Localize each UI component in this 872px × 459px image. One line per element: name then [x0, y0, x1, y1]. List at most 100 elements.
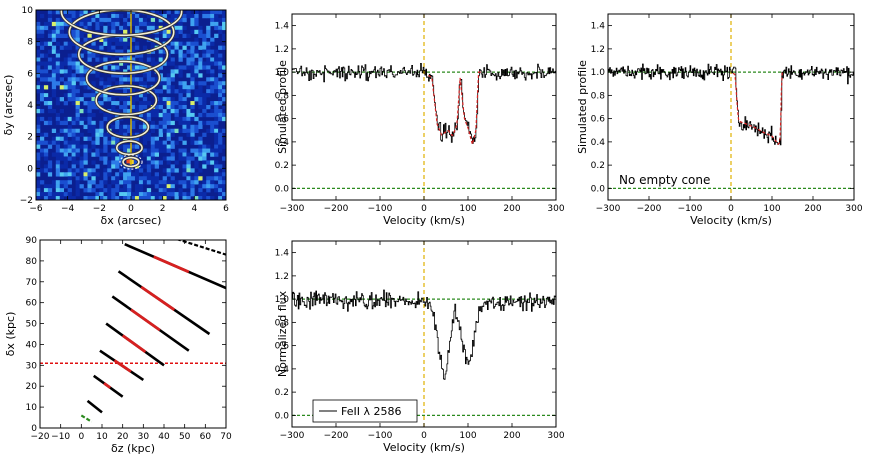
legend-label: FeII λ 2586: [341, 405, 401, 418]
heatmap-pixel: [206, 77, 211, 82]
heatmap-pixel: [43, 97, 49, 102]
heatmap-pixel: [158, 160, 163, 165]
heatmap-pixel: [174, 89, 179, 94]
heatmap-pixel: [178, 73, 183, 78]
heatmap-pixel: [142, 73, 148, 78]
heatmap-pixel: [178, 29, 183, 35]
heatmap-pixel: [206, 25, 211, 31]
heatmap-pixel: [170, 152, 175, 157]
heatmap-pixel: [182, 85, 187, 90]
heatmap-pixel: [103, 13, 108, 19]
heatmap-pixel: [186, 89, 191, 94]
heatmap-pixel: [154, 37, 160, 42]
heatmap-pixel: [127, 128, 132, 134]
heatmap-pixel: [39, 152, 45, 157]
heatmap-pixel: [36, 168, 41, 173]
heatmap-pixel: [47, 13, 53, 19]
heatmap-pixel: [127, 108, 132, 114]
heatmap-pixel: [186, 112, 191, 118]
heatmap-pixel: [111, 65, 116, 70]
heatmap-pixel: [166, 81, 171, 86]
heatmap-pixel: [166, 128, 171, 134]
heatmap-pixel: [131, 101, 136, 106]
heatmap-pixel: [91, 144, 96, 149]
heatmap-pixel: [202, 160, 207, 165]
heatmap-pixel: [111, 49, 116, 54]
heatmap-pixel: [162, 101, 167, 106]
heatmap-pixel: [91, 188, 96, 193]
heatmap-pixel: [119, 168, 124, 173]
heatmap-pixel: [150, 77, 156, 82]
y-tick-label: 0.2: [591, 161, 605, 171]
heatmap-pixel: [103, 188, 108, 193]
heatmap-pixel: [83, 49, 88, 54]
heatmap-pixel: [43, 148, 49, 153]
heatmap-pixel: [162, 124, 167, 130]
heatmap-pixel: [55, 156, 61, 161]
heatmap-pixel: [95, 13, 100, 19]
legend-box: [312, 399, 418, 423]
heatmap-pixel: [218, 57, 223, 62]
heatmap-pixel: [115, 196, 120, 200]
heatmap-pixel: [178, 53, 183, 58]
heatmap-pixel: [186, 160, 191, 165]
heatmap-pixel: [166, 105, 171, 110]
heatmap-pixel: [111, 13, 116, 19]
heatmap-pixel: [210, 108, 215, 114]
heatmap-pixel: [206, 33, 211, 39]
heatmap-pixel: [214, 188, 219, 193]
heatmap-pixel: [79, 172, 84, 177]
heatmap-pixel: [182, 192, 187, 197]
heatmap-pixel: [91, 89, 96, 94]
heatmap-pixel: [178, 17, 183, 23]
heatmap-pixel: [186, 116, 191, 122]
y-tick-label: 1.2: [275, 45, 289, 55]
heatmap-pixel: [158, 132, 163, 137]
heatmap-pixel: [119, 77, 124, 82]
heatmap-pixel: [111, 29, 116, 35]
heatmap-pixel: [95, 33, 100, 39]
heatmap-pixel: [222, 128, 226, 134]
heatmap-pixel: [198, 61, 203, 66]
heatmap-pixel: [131, 57, 136, 62]
heatmap-pixel: [142, 17, 148, 23]
heatmap-pixel: [182, 180, 187, 185]
heatmap-pixel: [103, 172, 108, 177]
heatmap-pixel: [67, 65, 72, 70]
heatmap-pixel: [71, 152, 76, 157]
heatmap-pixel: [210, 85, 215, 90]
heatmap-pixel: [138, 29, 144, 35]
heatmap-pixel: [170, 180, 175, 185]
heatmap-pixel: [103, 65, 108, 70]
heatmap-pixel: [91, 112, 96, 118]
heatmap-pixel: [115, 41, 120, 46]
heatmap-pixel: [162, 112, 167, 118]
x-tick-label: −100: [368, 431, 393, 441]
x-tick-label: −200: [324, 431, 349, 441]
heatmap-pixel: [134, 93, 140, 98]
heatmap-pixel: [51, 37, 57, 42]
heatmap-pixel: [91, 41, 96, 46]
heatmap-pixel: [111, 148, 116, 153]
heatmap-pixel: [214, 53, 219, 58]
heatmap-pixel: [186, 10, 191, 15]
heatmap-pixel: [214, 17, 219, 23]
heatmap-pixel: [39, 73, 45, 78]
heatmap-pixel: [202, 37, 207, 42]
heatmap-pixel: [222, 21, 226, 27]
heatmap-pixel: [67, 17, 72, 23]
heatmap-pixel: [111, 57, 116, 62]
heatmap-pixel: [79, 184, 84, 189]
heatmap-pixel: [47, 49, 53, 54]
heatmap-pixel: [166, 45, 171, 50]
heatmap-pixel: [194, 41, 199, 46]
heatmap-pixel: [75, 144, 80, 149]
heatmap-pixel: [71, 41, 76, 46]
heatmap-pixel: [198, 89, 203, 94]
heatmap-pixel: [198, 144, 203, 149]
heatmap-pixel: [119, 105, 124, 110]
heatmap-pixel: [210, 184, 215, 189]
heatmap-pixel: [103, 17, 108, 23]
heatmap-pixel: [67, 180, 72, 185]
y-tick-label: 1.4: [591, 22, 606, 32]
